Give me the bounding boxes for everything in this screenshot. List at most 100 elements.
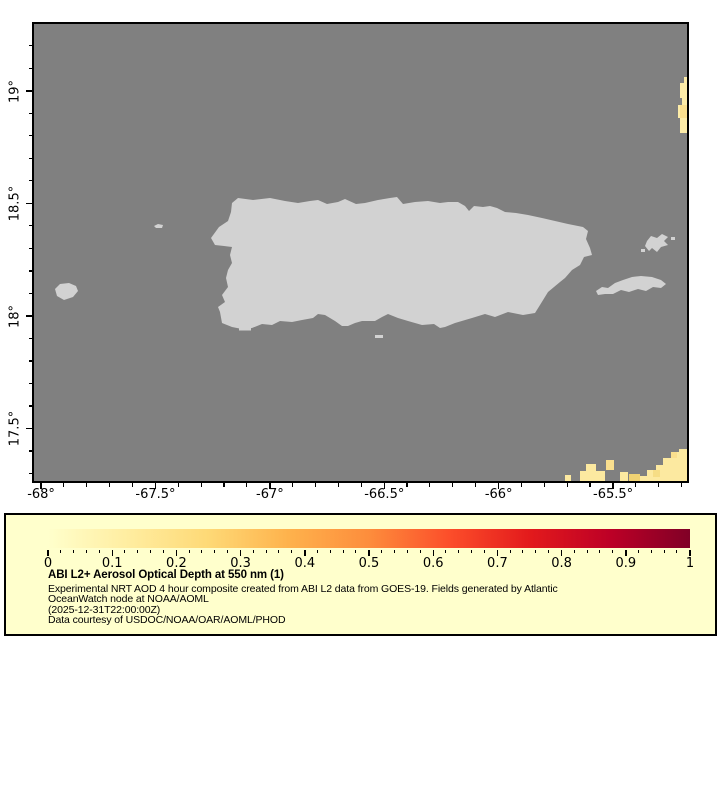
colorbar-minor-tick bbox=[573, 550, 575, 553]
colorbar-tick-label: 0.4 bbox=[294, 556, 316, 571]
longitude-minor-tick bbox=[406, 483, 408, 487]
colorbar-minor-tick bbox=[227, 550, 229, 553]
colorbar-minor-tick bbox=[650, 550, 652, 553]
latitude-major-tick bbox=[26, 90, 32, 92]
colorbar-minor-tick bbox=[458, 550, 460, 553]
colorbar-tick-label: 0.9 bbox=[615, 556, 637, 571]
legend-description-line: OceanWatch node at NOAA/AOML bbox=[48, 593, 209, 606]
legend-caption: ABI L2+ Aerosol Optical Depth at 550 nm … bbox=[48, 569, 698, 626]
legend-title: ABI L2+ Aerosol Optical Depth at 550 nm … bbox=[48, 569, 284, 581]
longitude-major-tick bbox=[40, 483, 42, 489]
legend-description-line: Data courtesy of USDOC/NOAA/OAR/AOML/PHO… bbox=[48, 614, 286, 627]
aod-pixel bbox=[620, 472, 628, 481]
aod-pixel bbox=[586, 464, 596, 471]
colorbar-minor-tick bbox=[393, 550, 395, 553]
aod-patch-southeast-wedge bbox=[640, 449, 687, 481]
aod-pixel bbox=[671, 452, 677, 458]
latitude-tick-label: 17.5° bbox=[7, 410, 23, 447]
colorbar-minor-tick bbox=[188, 550, 190, 553]
latitude-major-tick bbox=[26, 202, 32, 205]
longitude-tick-label: -65.5° bbox=[593, 487, 634, 502]
latitude-minor-tick bbox=[28, 382, 32, 384]
colorbar-gradient bbox=[48, 529, 690, 548]
longitude-minor-tick bbox=[177, 483, 179, 487]
latitude-minor-tick bbox=[28, 270, 32, 272]
latitude-major-tick bbox=[26, 315, 32, 317]
latitude-minor-tick bbox=[28, 225, 32, 227]
colorbar-minor-tick bbox=[214, 550, 216, 553]
colorbar-minor-tick bbox=[637, 550, 639, 553]
longitude-major-tick bbox=[497, 483, 500, 489]
latitude-minor-tick bbox=[28, 405, 32, 407]
longitude-minor-tick bbox=[429, 483, 431, 487]
colorbar-major-tick bbox=[175, 550, 178, 556]
colorbar-minor-tick bbox=[419, 550, 421, 553]
colorbar-minor-tick bbox=[98, 550, 100, 553]
map-geography bbox=[55, 77, 687, 481]
latitude-minor-tick bbox=[28, 180, 32, 182]
colorbar-tick-label: 0.7 bbox=[487, 556, 508, 571]
colorbar-major-tick bbox=[239, 550, 242, 556]
islet-south-coast bbox=[239, 328, 251, 331]
colorbar-minor-tick bbox=[522, 550, 524, 553]
colorbar-minor-tick bbox=[509, 550, 511, 553]
colorbar-minor-tick bbox=[663, 550, 665, 553]
colorbar-tick-label: 0 bbox=[43, 556, 53, 571]
longitude-minor-tick bbox=[246, 483, 248, 487]
latitude-minor-tick bbox=[28, 67, 32, 69]
latitude-minor-tick bbox=[28, 337, 32, 339]
legend-description: Experimental NRT AOD 4 hour composite cr… bbox=[48, 584, 698, 626]
latitude-tick-label: 18.5° bbox=[7, 185, 23, 222]
latitude-minor-tick bbox=[28, 45, 32, 47]
longitude-tick-label: -66.5° bbox=[364, 487, 405, 502]
colorbar-minor-tick bbox=[342, 550, 344, 553]
longitude-minor-tick bbox=[520, 483, 522, 487]
islet-caja-de-muertos bbox=[375, 335, 383, 338]
colorbar-minor-tick bbox=[278, 550, 280, 553]
longitude-tick-label: -67° bbox=[256, 487, 284, 502]
colorbar-minor-tick bbox=[535, 550, 537, 553]
islet-culebrita bbox=[671, 237, 675, 240]
landmass-puerto-rico bbox=[211, 197, 592, 329]
longitude-minor-tick bbox=[543, 483, 545, 487]
colorbar-tick-label: 0.5 bbox=[358, 556, 380, 571]
colorbar-minor-tick bbox=[137, 550, 139, 553]
longitude-major-tick bbox=[383, 483, 386, 489]
latitude-minor-tick bbox=[28, 292, 32, 294]
colorbar-tick-label: 1 bbox=[685, 556, 695, 571]
latitude-minor-tick bbox=[28, 135, 32, 137]
colorbar-minor-tick bbox=[252, 550, 254, 553]
colorbar-minor-tick bbox=[483, 550, 485, 553]
latitude-minor-tick bbox=[28, 247, 32, 249]
colorbar-minor-tick bbox=[406, 550, 408, 553]
aod-pixel bbox=[606, 460, 614, 470]
latitude-tick-label: 19° bbox=[7, 79, 23, 103]
colorbar-tick-label: 0.8 bbox=[551, 556, 572, 571]
latitude-minor-tick bbox=[28, 360, 32, 362]
longitude-minor-tick bbox=[337, 483, 339, 487]
longitude-major-tick bbox=[154, 483, 157, 489]
latitude-major-tick bbox=[26, 427, 32, 430]
islet-cayo bbox=[641, 249, 645, 252]
longitude-minor-tick bbox=[63, 483, 65, 487]
colorbar-minor-tick bbox=[316, 550, 318, 553]
longitude-minor-tick bbox=[86, 483, 88, 487]
longitude-minor-tick bbox=[108, 483, 111, 487]
longitude-minor-tick bbox=[200, 483, 202, 487]
colorbar-major-tick bbox=[689, 550, 691, 556]
aod-pixel bbox=[565, 475, 571, 481]
colorbar-major-tick bbox=[560, 550, 563, 556]
landmass-vieques bbox=[596, 276, 666, 295]
colorbar-major-tick bbox=[496, 550, 499, 556]
colorbar-minor-tick bbox=[586, 550, 588, 553]
map-canvas bbox=[32, 22, 689, 483]
longitude-minor-tick bbox=[680, 483, 683, 487]
colorbar-major-tick bbox=[111, 550, 113, 556]
longitude-minor-tick bbox=[314, 483, 317, 487]
legend-description-line: Experimental NRT AOD 4 hour composite cr… bbox=[48, 583, 558, 595]
longitude-major-tick bbox=[269, 483, 271, 489]
longitude-major-tick bbox=[612, 483, 614, 489]
longitude-minor-tick bbox=[635, 483, 637, 487]
longitude-minor-tick bbox=[566, 483, 568, 487]
